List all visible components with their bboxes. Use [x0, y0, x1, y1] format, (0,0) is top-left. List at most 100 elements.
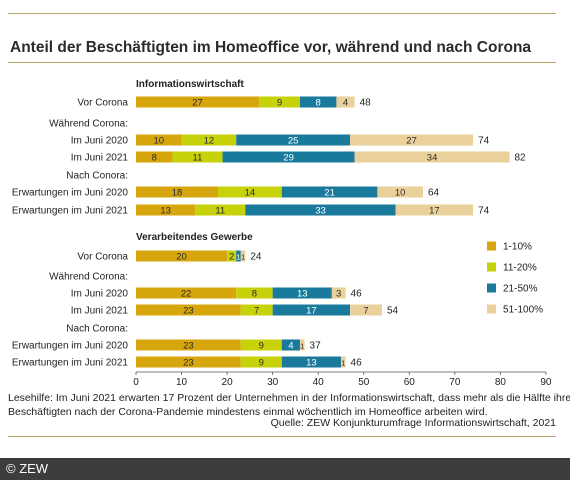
- bar-segment: [227, 250, 237, 262]
- bar-value-label: 20: [176, 251, 187, 262]
- legend-label: 51-100%: [503, 305, 543, 316]
- bar-segment: [331, 287, 346, 299]
- bar-segment: [340, 356, 346, 368]
- bar-value-label: 34: [427, 152, 438, 163]
- x-tick-label: 20: [222, 377, 234, 388]
- row-subheader: Nach Corona:: [66, 324, 128, 335]
- x-tick-label: 30: [267, 377, 279, 388]
- bar-value-label: 27: [192, 97, 203, 108]
- reading-note-line-1: Lesehilfe: Im Juni 2021 erwarten 17 Proz…: [8, 392, 570, 404]
- bar-segment: [236, 287, 273, 299]
- row-label: Erwartungen im Juni 2020: [12, 341, 129, 352]
- x-tick-label: 60: [404, 377, 416, 388]
- bar-value-label: 2: [229, 251, 234, 262]
- bar-segment: [395, 204, 474, 216]
- group-header: Informationswirtschaft: [136, 79, 244, 90]
- row-label: Vor Corona: [77, 252, 128, 263]
- x-tick-label: 90: [540, 377, 552, 388]
- bar-value-label: 13: [297, 288, 308, 299]
- bar-value-label: 7: [363, 305, 368, 316]
- bar-segment: [240, 250, 246, 262]
- bar-value-label: 4: [343, 97, 348, 108]
- bar-segment: [195, 204, 246, 216]
- bar-value-label: 23: [183, 305, 194, 316]
- x-tick-label: 40: [313, 377, 325, 388]
- bar-total-label: 48: [360, 98, 372, 109]
- x-tick-label: 80: [495, 377, 507, 388]
- bar-segment: [299, 339, 305, 351]
- bar-segment: [299, 96, 337, 108]
- reading-note-line-2: Beschäftigten nach der Corona-Pandemie m…: [8, 406, 488, 418]
- row-label: Im Juni 2021: [71, 153, 129, 164]
- bar-segment: [222, 151, 355, 163]
- bar-segment: [236, 134, 351, 146]
- bar-value-label: 8: [152, 152, 157, 163]
- bar-total-label: 54: [387, 306, 399, 317]
- bar-segment: [272, 304, 351, 316]
- row-subheader: Während Corona:: [49, 272, 128, 283]
- bar-segment: [240, 304, 273, 316]
- bar-segment: [281, 339, 300, 351]
- bar-value-label: 27: [406, 135, 417, 146]
- bar-value-label: 13: [160, 205, 171, 216]
- bar-value-label: 10: [153, 135, 164, 146]
- bar-value-label: 14: [245, 187, 256, 198]
- bar-segment: [136, 287, 237, 299]
- legend-label: 21-50%: [503, 284, 538, 295]
- bar-value-label: 11: [215, 205, 225, 216]
- row-label: Erwartungen im Juni 2021: [12, 206, 129, 217]
- bar-segment: [136, 356, 241, 368]
- row-subheader: Nach Conora:: [66, 171, 128, 182]
- bar-value-label: 8: [252, 288, 257, 299]
- bar-segment: [245, 204, 396, 216]
- bar-segment: [281, 356, 341, 368]
- bar-segment: [136, 151, 173, 163]
- chart-title: Anteil der Beschäftigten im Homeoffice v…: [10, 39, 532, 56]
- bar-segment: [172, 151, 223, 163]
- x-tick-label: 0: [133, 377, 139, 388]
- bar-value-label: 29: [283, 152, 294, 163]
- bar-total-label: 82: [515, 153, 527, 164]
- bar-value-label: 1: [241, 252, 245, 261]
- x-tick-label: 10: [176, 377, 188, 388]
- row-subheader: Während Corona:: [49, 119, 128, 130]
- bar-segment: [350, 304, 382, 316]
- top-rule: [8, 13, 556, 14]
- bar-segment: [350, 134, 474, 146]
- footer-bar: © ZEW: [0, 458, 570, 480]
- bar-value-label: 21: [324, 187, 335, 198]
- legend-swatch: [487, 283, 496, 293]
- bar-segment: [240, 339, 282, 351]
- bar-value-label: 23: [183, 357, 194, 368]
- row-label: Erwartungen im Juni 2021: [12, 358, 129, 369]
- legend-swatch: [487, 262, 496, 272]
- row-label: Im Juni 2020: [71, 136, 129, 147]
- bar-segment: [136, 134, 182, 146]
- bar-value-label: 23: [183, 340, 194, 351]
- bar-segment: [136, 204, 196, 216]
- bar-total-label: 74: [478, 136, 490, 147]
- bar-segment: [354, 151, 510, 163]
- bar-value-label: 9: [277, 97, 282, 108]
- bar-total-label: 37: [310, 341, 322, 352]
- bar-segment: [272, 287, 332, 299]
- bar-value-label: 17: [429, 205, 440, 216]
- legend-label: 1-10%: [503, 242, 532, 253]
- bar-value-label: 3: [336, 288, 341, 299]
- bar-value-label: 9: [259, 357, 264, 368]
- row-label: Vor Corona: [77, 98, 128, 109]
- bar-value-label: 25: [288, 135, 299, 146]
- legend-label: 11-20%: [503, 263, 537, 274]
- title-rule: [8, 62, 556, 63]
- bar-value-label: 10: [395, 187, 406, 198]
- bar-total-label: 74: [478, 206, 490, 217]
- bar-segment: [336, 96, 355, 108]
- bar-total-label: 64: [428, 188, 440, 199]
- bar-value-label: 18: [172, 187, 183, 198]
- bar-segment: [281, 186, 378, 198]
- bar-value-label: 1: [341, 358, 345, 367]
- copyright-label: © ZEW: [6, 461, 49, 476]
- legend-swatch: [487, 304, 496, 314]
- bar-segment: [136, 250, 228, 262]
